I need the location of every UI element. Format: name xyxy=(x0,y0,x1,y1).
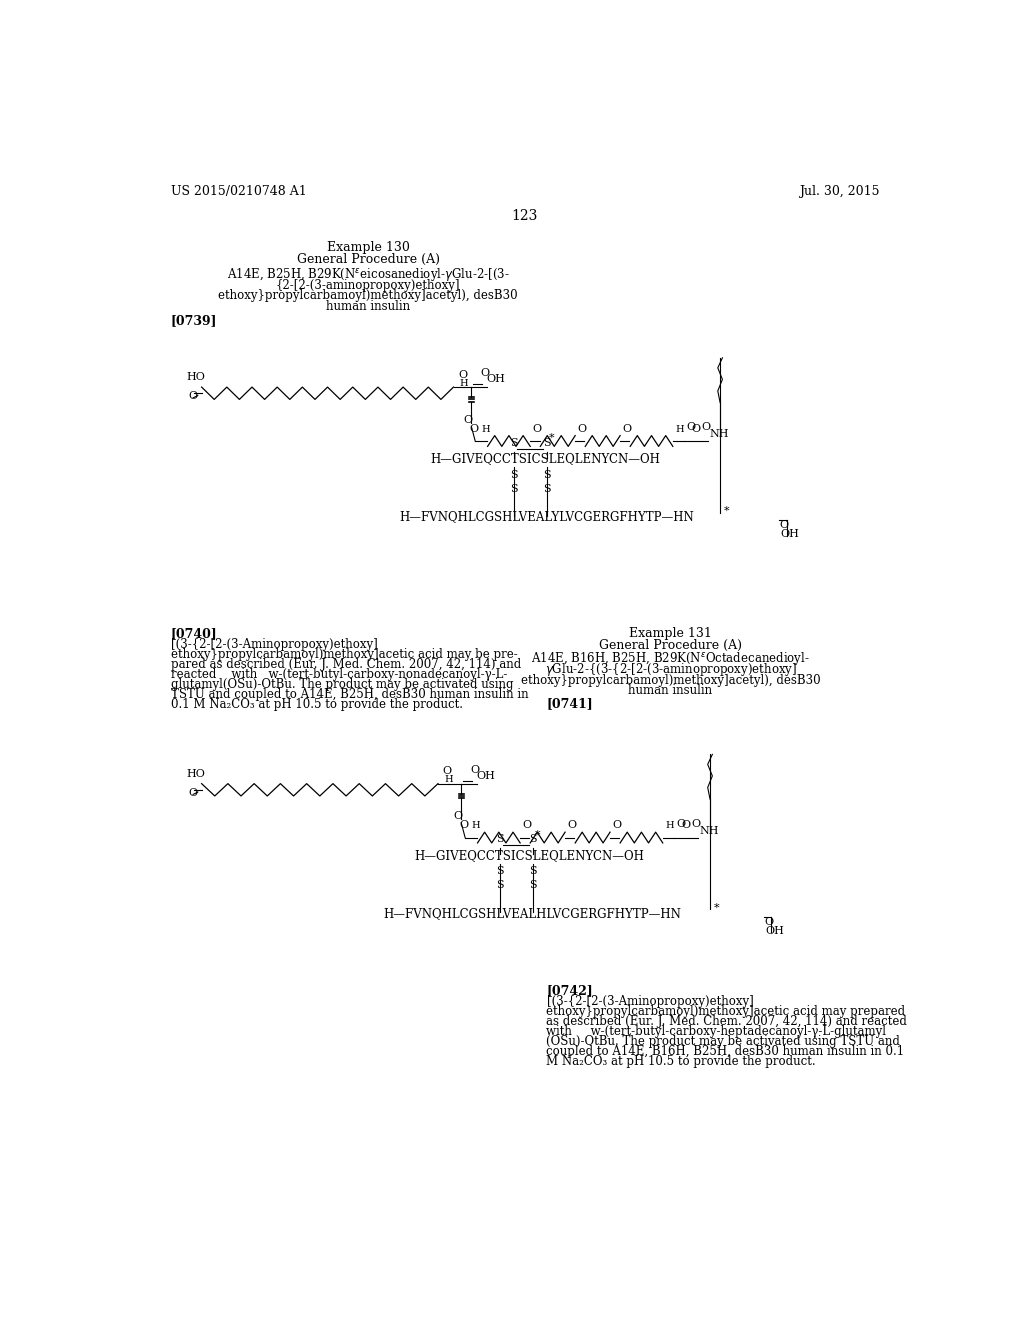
Text: O: O xyxy=(188,788,198,799)
Text: [(3-{2-[2-(3-Aminopropoxy)ethoxy]: [(3-{2-[2-(3-Aminopropoxy)ethoxy] xyxy=(547,995,754,1007)
Text: Example 130: Example 130 xyxy=(327,240,410,253)
Text: O: O xyxy=(532,424,542,434)
Text: O: O xyxy=(471,764,479,775)
Text: S: S xyxy=(528,880,537,891)
Text: NH: NH xyxy=(699,826,719,836)
Text: O: O xyxy=(442,767,452,776)
Text: S: S xyxy=(497,866,504,876)
Text: S: S xyxy=(528,866,537,876)
Text: General Procedure (A): General Procedure (A) xyxy=(599,639,742,652)
Text: A14E, B25H, B29K(N$^\varepsilon$eicosanedioyl-$\gamma$Glu-2-[(3-: A14E, B25H, B29K(N$^\varepsilon$eicosane… xyxy=(227,265,510,282)
Text: O: O xyxy=(470,424,479,434)
Text: S: S xyxy=(528,834,537,845)
Text: A14E, B16H, B25H, B29K(N$^\varepsilon$Octadecanedioyl-: A14E, B16H, B25H, B29K(N$^\varepsilon$Oc… xyxy=(531,649,810,667)
Text: OH: OH xyxy=(477,771,496,781)
Text: HO: HO xyxy=(186,768,205,779)
Text: H—GIVEQCCTSICSLEQLENYCN—OH: H—GIVEQCCTSICSLEQLENYCN—OH xyxy=(415,849,645,862)
Text: *: * xyxy=(535,829,541,840)
Text: O: O xyxy=(188,392,198,401)
Text: *: * xyxy=(714,903,720,912)
Text: O: O xyxy=(454,810,463,821)
Text: Example 131: Example 131 xyxy=(629,627,712,640)
Text: O: O xyxy=(691,424,700,434)
Text: S: S xyxy=(510,438,518,447)
Text: O: O xyxy=(464,414,473,425)
Text: S: S xyxy=(497,834,504,845)
Text: *: * xyxy=(724,506,729,516)
Text: pared as described (Eur. J. Med. Chem. 2007, 42, 114) and: pared as described (Eur. J. Med. Chem. 2… xyxy=(171,659,521,671)
Text: H: H xyxy=(675,425,684,434)
Text: O: O xyxy=(779,520,788,531)
Text: ethoxy}propylcarbamoyl)methoxy]acetyl), desB30: ethoxy}propylcarbamoyl)methoxy]acetyl), … xyxy=(218,289,518,302)
Text: O: O xyxy=(458,370,467,380)
Text: reacted    with   w-(tert-butyl-carboxy-nonadecanoyl-γ-L-: reacted with w-(tert-butyl-carboxy-nonad… xyxy=(171,668,507,681)
Text: General Procedure (A): General Procedure (A) xyxy=(297,253,439,267)
Text: S: S xyxy=(510,470,518,480)
Text: as described (Eur. J. Med. Chem. 2007, 42, 114) and reacted: as described (Eur. J. Med. Chem. 2007, 4… xyxy=(547,1015,907,1028)
Text: S: S xyxy=(497,880,504,891)
Text: ethoxy}propylcarbamoyl)methoxy]acetyl), desB30: ethoxy}propylcarbamoyl)methoxy]acetyl), … xyxy=(520,673,820,686)
Text: NH: NH xyxy=(710,429,729,440)
Text: human insulin: human insulin xyxy=(629,684,713,697)
Text: glutamyl(OSu)-OtBu. The product may be activated using: glutamyl(OSu)-OtBu. The product may be a… xyxy=(171,678,513,692)
Text: TSTU and coupled to A14E, B25H, desB30 human insulin in: TSTU and coupled to A14E, B25H, desB30 h… xyxy=(171,688,528,701)
Text: S: S xyxy=(543,438,550,447)
Text: [0741]: [0741] xyxy=(547,697,593,710)
Text: H—FVNQHLCGSHLVEALYLVCGERGFHYTP—HN: H—FVNQHLCGSHLVEALYLVCGERGFHYTP—HN xyxy=(399,511,694,523)
Text: [(3-{2-[2-(3-Aminopropoxy)ethoxy]: [(3-{2-[2-(3-Aminopropoxy)ethoxy] xyxy=(171,638,378,651)
Text: [0740]: [0740] xyxy=(171,627,217,640)
Text: O: O xyxy=(480,368,489,379)
Text: H: H xyxy=(471,821,480,830)
Text: H: H xyxy=(665,821,674,830)
Text: (OSu)-OtBu. The product may be activated using TSTU and: (OSu)-OtBu. The product may be activated… xyxy=(547,1035,900,1048)
Text: with     w-(tert-butyl-carboxy-heptadecanoyl-γ-L-glutamyl: with w-(tert-butyl-carboxy-heptadecanoyl… xyxy=(547,1024,887,1038)
Text: H: H xyxy=(481,425,490,434)
Text: 123: 123 xyxy=(512,209,538,223)
Text: H: H xyxy=(444,775,453,784)
Text: US 2015/0210748 A1: US 2015/0210748 A1 xyxy=(171,185,306,198)
Text: H: H xyxy=(460,379,468,388)
Text: H—GIVEQCCTSICSLEQLENYCN—OH: H—GIVEQCCTSICSLEQLENYCN—OH xyxy=(430,453,660,466)
Text: O: O xyxy=(691,818,700,829)
Text: OH: OH xyxy=(780,529,800,540)
Text: [0739]: [0739] xyxy=(171,314,217,327)
Text: coupled to A14E, B16H, B25H, desB30 human insulin in 0.1: coupled to A14E, B16H, B25H, desB30 huma… xyxy=(547,1044,904,1057)
Text: $\gamma$Glu-2-{(3-{2-[2-(3-aminopropoxy)ethoxy]: $\gamma$Glu-2-{(3-{2-[2-(3-aminopropoxy)… xyxy=(545,661,797,677)
Text: ethoxy}propylcarbamoyl)methoxy]acetic acid may be pre-: ethoxy}propylcarbamoyl)methoxy]acetic ac… xyxy=(171,648,517,661)
Text: S: S xyxy=(543,470,550,480)
Text: [0742]: [0742] xyxy=(547,983,593,997)
Text: O: O xyxy=(612,820,622,830)
Text: ethoxy}propylcarbamoyl)methoxy]acetic acid may prepared: ethoxy}propylcarbamoyl)methoxy]acetic ac… xyxy=(547,1005,905,1018)
Text: O: O xyxy=(578,424,587,434)
Text: H—FVNQHLCGSHLVEALHLVCGERGFHYTP—HN: H—FVNQHLCGSHLVEALHLVCGERGFHYTP—HN xyxy=(384,907,682,920)
Text: O: O xyxy=(677,818,686,829)
Text: OH: OH xyxy=(765,925,784,936)
Text: S: S xyxy=(510,484,518,494)
Text: *: * xyxy=(549,433,554,444)
Text: O: O xyxy=(460,820,469,830)
Text: Jul. 30, 2015: Jul. 30, 2015 xyxy=(800,185,880,198)
Text: O: O xyxy=(687,422,696,432)
Text: O: O xyxy=(681,820,690,830)
Text: OH: OH xyxy=(486,375,506,384)
Text: O: O xyxy=(701,422,711,432)
Text: human insulin: human insulin xyxy=(327,300,411,313)
Text: O: O xyxy=(623,424,632,434)
Text: O: O xyxy=(522,820,531,830)
Text: M Na₂CO₃ at pH 10.5 to provide the product.: M Na₂CO₃ at pH 10.5 to provide the produ… xyxy=(547,1055,816,1068)
Text: O: O xyxy=(567,820,577,830)
Text: {2-[2-(3-aminopropoxy)ethoxy]: {2-[2-(3-aminopropoxy)ethoxy] xyxy=(276,279,461,292)
Text: HO: HO xyxy=(186,372,205,383)
Text: 0.1 M Na₂CO₃ at pH 10.5 to provide the product.: 0.1 M Na₂CO₃ at pH 10.5 to provide the p… xyxy=(171,698,463,711)
Text: O: O xyxy=(764,916,773,927)
Text: S: S xyxy=(543,484,550,494)
